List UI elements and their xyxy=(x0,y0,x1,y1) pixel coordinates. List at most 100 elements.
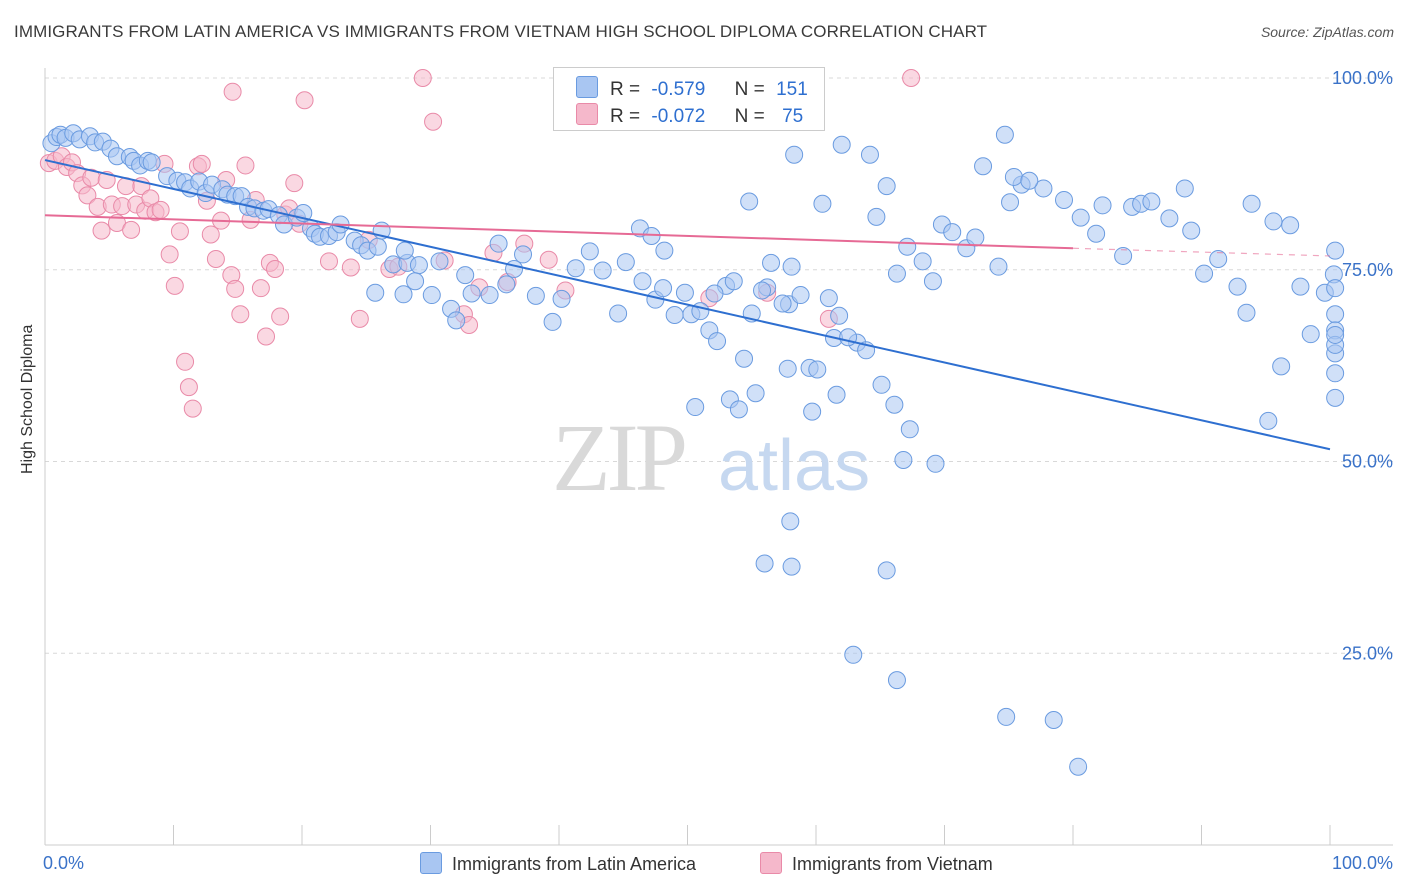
latin-america-point xyxy=(543,312,562,331)
watermark-atlas: atlas xyxy=(718,426,870,506)
latin-america-point xyxy=(1209,250,1228,269)
latin-america-point xyxy=(616,253,635,272)
latin-america-point xyxy=(844,645,863,664)
latin-america-point xyxy=(1004,167,1023,186)
latin-america-point xyxy=(1326,364,1345,383)
latin-america-point xyxy=(1160,209,1179,228)
latin-america-point xyxy=(514,245,533,264)
latin-america-point xyxy=(997,707,1016,726)
vietnam-point xyxy=(122,220,141,239)
chart-title: IMMIGRANTS FROM LATIN AMERICA VS IMMIGRA… xyxy=(14,22,988,41)
legend-n-value-1: 151 xyxy=(776,79,808,100)
legend-r-label: R = xyxy=(610,79,641,100)
latin-america-point xyxy=(447,311,466,330)
latin-america-point xyxy=(827,385,846,404)
y-tick-label-50: 50.0% xyxy=(1342,452,1393,472)
legend-r-label: R = xyxy=(610,106,641,127)
legend-n-label: N = xyxy=(734,106,765,127)
vietnam-point xyxy=(160,245,179,264)
latin-america-point xyxy=(654,279,673,298)
latin-america-point xyxy=(785,145,804,164)
latin-america-point xyxy=(872,375,891,394)
bottom-legend-swatch-pink xyxy=(760,852,782,874)
latin-america-point xyxy=(609,304,628,323)
legend: R = -0.579 N = 151 R = -0.072 N = 75 xyxy=(553,67,825,131)
x-tick-label-min: 0.0% xyxy=(43,853,84,873)
latin-america-point xyxy=(813,194,832,213)
vietnam-point xyxy=(179,378,198,397)
latin-america-point xyxy=(406,272,425,291)
latin-america-point xyxy=(142,153,161,172)
latin-america-point xyxy=(497,275,516,294)
watermark-zip: ZIP xyxy=(552,404,685,511)
latin-america-point xyxy=(686,398,705,417)
vietnam-point xyxy=(341,258,360,277)
vietnam-point xyxy=(257,327,276,346)
vietnam-point xyxy=(170,222,189,241)
latin-america-point xyxy=(655,241,674,260)
vietnam-point xyxy=(319,252,338,271)
latin-america-trend-line xyxy=(44,159,1331,451)
latin-america-point xyxy=(456,266,475,285)
latin-america-point xyxy=(803,402,822,421)
latin-america-point xyxy=(1069,757,1088,776)
legend-r-value-2: -0.072 xyxy=(651,106,706,127)
latin-america-point xyxy=(885,395,904,414)
latin-america-point xyxy=(1237,303,1256,322)
latin-america-point xyxy=(642,227,661,246)
latin-america-point xyxy=(729,400,748,419)
bottom-legend-label-2: Immigrants from Vietnam xyxy=(792,854,993,874)
latin-america-point xyxy=(430,252,449,271)
vietnam-point xyxy=(176,352,195,371)
latin-america-point xyxy=(1326,325,1345,344)
latin-america-point xyxy=(782,557,801,576)
vietnam-point xyxy=(151,200,170,219)
latin-america-point xyxy=(867,207,886,226)
x-tick-labels: 0.0% 100.0% xyxy=(43,853,1393,873)
latin-america-point xyxy=(705,284,724,303)
latin-america-point xyxy=(755,554,774,573)
latin-america-point xyxy=(1326,305,1345,324)
latin-america-point xyxy=(1195,264,1214,283)
latin-america-point xyxy=(580,242,599,261)
vietnam-point xyxy=(236,156,255,175)
bottom-legend-vietnam: Immigrants from Vietnam xyxy=(760,852,993,875)
latin-america-point xyxy=(395,241,414,260)
latin-america-point xyxy=(782,257,801,276)
trend-lines xyxy=(44,159,1331,451)
latin-america-point xyxy=(926,454,945,473)
bottom-legend-swatch-blue xyxy=(420,852,442,874)
latin-america-point xyxy=(860,145,879,164)
latin-america-point xyxy=(762,253,781,272)
latin-america-point xyxy=(746,384,765,403)
watermark: ZIP atlas xyxy=(552,404,870,511)
latin-america-point xyxy=(1020,171,1039,190)
latin-america-point xyxy=(740,192,759,211)
latin-america-point xyxy=(839,328,858,347)
latin-america-point xyxy=(966,228,985,247)
latin-america-point xyxy=(1093,196,1112,215)
vietnam-point xyxy=(165,276,184,295)
vietnam-point xyxy=(78,186,97,205)
latin-america-point xyxy=(773,294,792,313)
source-label: Source: ZipAtlas.com xyxy=(1260,24,1394,40)
axes xyxy=(44,68,1393,846)
legend-n-label: N = xyxy=(734,79,765,100)
latin-america-point xyxy=(1264,212,1283,231)
latin-america-point xyxy=(943,223,962,242)
vietnam-point xyxy=(266,259,285,278)
y-tick-labels: 25.0% 50.0% 75.0% 100.0% xyxy=(1332,68,1393,663)
latin-america-point xyxy=(887,671,906,690)
latin-america-point xyxy=(923,272,942,291)
vietnam-point xyxy=(223,82,242,101)
vietnam-trend-extension xyxy=(1072,247,1331,257)
latin-america-point xyxy=(1326,388,1345,407)
latin-america-point xyxy=(808,360,827,379)
latin-america-point xyxy=(974,157,993,176)
latin-america-point xyxy=(791,286,810,305)
latin-america-point xyxy=(1034,179,1053,198)
latin-america-point xyxy=(409,256,428,275)
latin-america-point xyxy=(753,281,772,300)
vietnam-point xyxy=(192,154,211,173)
